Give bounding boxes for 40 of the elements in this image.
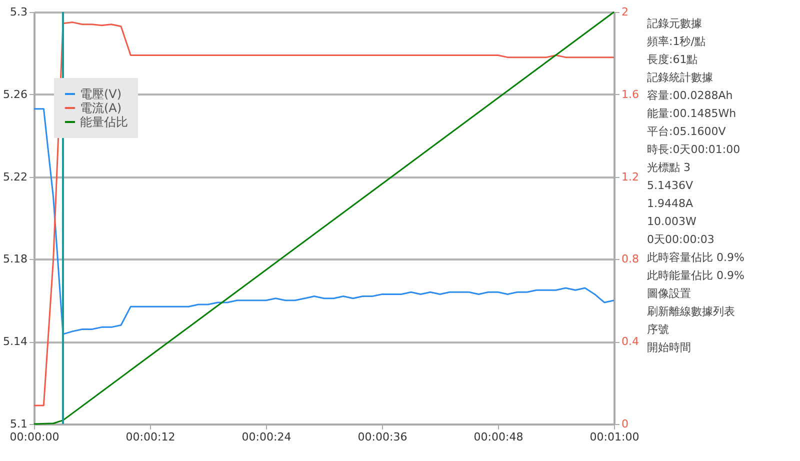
y-tick-label: 5.14 <box>3 335 28 348</box>
text: 頻率:1秒/點 <box>647 35 706 48</box>
y-tick-label: 5.22 <box>3 170 28 184</box>
x-tick-label: 00:01:00 <box>590 430 640 444</box>
text: 開始時間 <box>647 341 691 354</box>
y-tick-label: 5.26 <box>3 88 28 101</box>
text: 刷新離線數據列表 <box>647 305 735 318</box>
x-tick-label: 00:00:48 <box>474 430 524 444</box>
legend-label: 電壓(V) <box>80 87 122 101</box>
text: 平台:05.1600V <box>647 125 726 138</box>
y2-tick-label: 0 <box>622 418 628 430</box>
y-tick-label: 5.1 <box>10 418 28 430</box>
y2-tick-label: 1.6 <box>622 88 639 101</box>
text: 記錄元數據 <box>647 17 702 30</box>
text: 此時容量佔比 0.9% <box>647 251 744 264</box>
text: 1.9448A <box>647 197 694 210</box>
text: 此時能量佔比 0.9% <box>647 269 744 282</box>
text: 圖像設置 <box>647 287 691 300</box>
y2-tick-label: 2 <box>622 6 628 18</box>
x-tick-label: 00:00:00 <box>10 430 60 444</box>
legend-label: 能量佔比 <box>80 115 128 129</box>
x-tick-label: 00:00:36 <box>358 430 408 444</box>
text: 記錄統計數據 <box>647 71 713 84</box>
y-tick-label: 5.18 <box>3 252 28 266</box>
text: 序號 <box>647 323 669 336</box>
y2-tick-label: 1.2 <box>622 170 639 184</box>
y2-tick-label: 0.8 <box>622 252 639 266</box>
text: 光標點 3 <box>647 161 690 174</box>
text: 容量:00.0288Ah <box>647 89 733 102</box>
legend-label: 電流(A) <box>80 101 122 115</box>
text: 10.003W <box>647 215 696 228</box>
y2-tick-label: 0.4 <box>622 335 639 348</box>
text: 5.1436V <box>647 179 694 192</box>
text: 能量:00.1485Wh <box>647 107 736 120</box>
y-tick-label: 5.3 <box>10 6 28 18</box>
x-tick-label: 00:00:24 <box>242 430 292 444</box>
text: 時長:0天00:01:00 <box>647 143 740 156</box>
x-tick-label: 00:00:12 <box>126 430 176 444</box>
text: 長度:61點 <box>647 53 698 66</box>
text: 0天00:00:03 <box>647 233 714 246</box>
